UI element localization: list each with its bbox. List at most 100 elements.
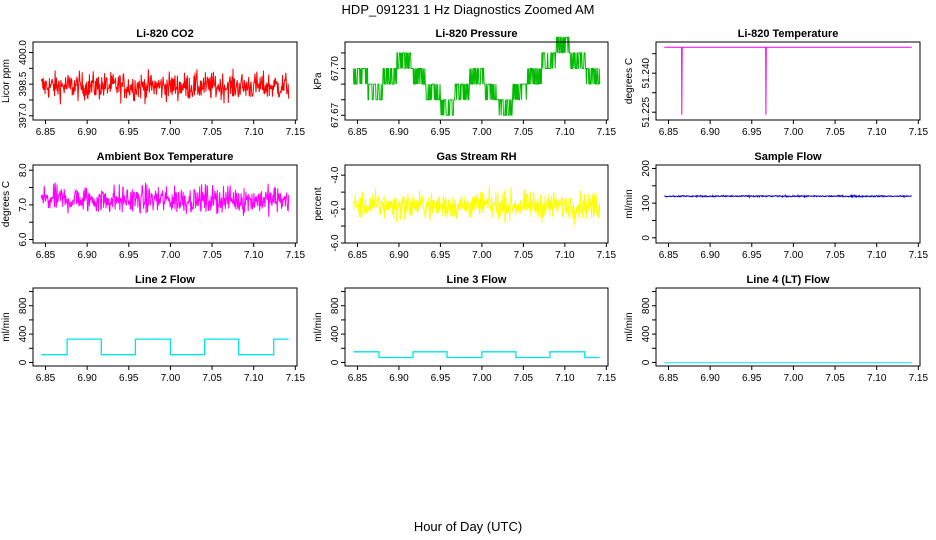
x-tick-label: 7.05: [514, 373, 534, 384]
x-tick-label: 6.85: [348, 373, 368, 384]
x-tick-label: 6.85: [36, 250, 56, 261]
x-tick-label: 7.10: [867, 250, 887, 261]
panel-8: Line 3 Flow ml/min 6.85 6.90 6.95 7.00 7.05 7.1…: [313, 274, 617, 384]
x-tick-label: 6.95: [119, 250, 139, 261]
x-tick-label: 7.15: [597, 127, 617, 138]
y-tick-label: 800: [18, 297, 29, 314]
y-axis-label: ml/min: [624, 189, 635, 218]
x-tick-label: 7.05: [825, 373, 845, 384]
x-tick-label: 6.95: [119, 127, 139, 138]
x-tick-label: 6.95: [742, 250, 762, 261]
y-tick-label: 400.0: [18, 40, 29, 65]
data-series-line: [41, 338, 289, 356]
x-tick-label: 7.00: [784, 250, 804, 261]
panel-3: Li-820 Temperature degrees C 6.85 6.90 6.95 7…: [624, 28, 929, 138]
x-tick-label: 7.10: [244, 250, 264, 261]
y-tick-label: 7.0: [18, 197, 29, 211]
panel-2: Li-820 Pressure kPa 6.85 6.90 6.95 7.00 7.05 7.…: [313, 28, 617, 138]
y-tick-label: 400: [330, 325, 341, 342]
plot-frame: [655, 287, 921, 367]
panel-title: Sample Flow: [754, 151, 822, 163]
x-tick-label: 6.95: [119, 373, 139, 384]
y-tick-label: 51.240: [641, 57, 652, 88]
y-tick-label: 398.5: [18, 71, 29, 96]
panel-title: Li-820 Temperature: [738, 28, 839, 40]
x-tick-label: 7.10: [244, 127, 264, 138]
x-tick-label: 7.10: [867, 373, 887, 384]
x-tick-label: 6.85: [348, 127, 368, 138]
x-tick-label: 7.15: [909, 373, 929, 384]
x-tick-label: 7.05: [514, 127, 534, 138]
y-tick-label: 0: [330, 359, 341, 365]
x-tick-label: 7.00: [472, 373, 492, 384]
y-tick-label: 67.67: [330, 102, 341, 127]
x-tick-label: 6.85: [659, 250, 679, 261]
x-tick-label: 6.85: [36, 127, 56, 138]
x-tick-label: 6.90: [77, 250, 97, 261]
x-tick-label: 7.05: [514, 250, 534, 261]
x-tick-label: 6.90: [389, 250, 409, 261]
y-axis-label: ml/min: [1, 312, 12, 341]
x-tick-label: 7.15: [909, 250, 929, 261]
data-series-line: [352, 36, 601, 116]
plot-frame: [32, 41, 298, 121]
y-tick-label: 67.70: [330, 56, 341, 81]
plot-frame: [32, 164, 298, 244]
x-tick-label: 6.90: [389, 373, 409, 384]
x-tick-label: 7.10: [555, 250, 575, 261]
x-tick-label: 6.95: [742, 127, 762, 138]
x-tick-label: 7.00: [472, 250, 492, 261]
y-tick-label: -5.0: [330, 200, 341, 218]
panel-5: Gas Stream RH percent 6.85 6.90 6.95 7.00 7.05…: [313, 151, 617, 261]
y-tick-label: 800: [641, 297, 652, 314]
y-tick-label: 800: [330, 297, 341, 314]
x-tick-label: 7.15: [597, 373, 617, 384]
x-tick-label: 6.90: [77, 373, 97, 384]
x-tick-label: 7.05: [202, 373, 222, 384]
panel-title: Line 2 Flow: [135, 274, 195, 286]
y-axis-label: ml/min: [313, 312, 324, 341]
panel-title: Li-820 Pressure: [436, 28, 518, 40]
panel-1: Li-820 CO2 Licor ppm 6.85 6.90 6.95 7.00 7.05 7…: [1, 28, 306, 138]
x-tick-label: 7.00: [161, 127, 181, 138]
panel-title: Line 4 (LT) Flow: [747, 274, 830, 286]
x-tick-label: 7.05: [825, 127, 845, 138]
data-series-line: [664, 46, 912, 115]
x-tick-label: 7.15: [286, 127, 306, 138]
y-axis-label: kPa: [313, 72, 324, 90]
x-tick-label: 7.00: [161, 373, 181, 384]
plot-frame: [344, 164, 609, 244]
x-tick-label: 7.15: [286, 373, 306, 384]
y-axis-label: ml/min: [624, 312, 635, 341]
panel-4: Ambient Box Temperature degrees C 6.85 6.90…: [1, 151, 306, 261]
x-tick-label: 6.85: [36, 373, 56, 384]
x-tick-label: 6.90: [700, 250, 720, 261]
x-tick-label: 7.10: [555, 373, 575, 384]
panel-7: Line 2 Flow ml/min 6.85 6.90 6.95 7.00 7.05 7.1…: [1, 274, 306, 384]
panel-title: Gas Stream RH: [436, 151, 516, 163]
x-tick-label: 6.85: [659, 373, 679, 384]
plot-frame: [655, 41, 921, 121]
y-axis-label: degrees C: [1, 181, 12, 227]
x-tick-label: 6.95: [742, 373, 762, 384]
y-axis-label: Licor ppm: [1, 59, 12, 103]
plot-frame: [344, 41, 609, 121]
data-series-line: [40, 68, 290, 105]
x-tick-label: 7.15: [909, 127, 929, 138]
data-series-line: [664, 193, 912, 199]
y-tick-label: -4.0: [330, 166, 341, 184]
y-tick-label: 8.0: [18, 163, 29, 177]
y-tick-label: -6.0: [330, 234, 341, 252]
x-tick-label: 7.05: [202, 127, 222, 138]
data-series-line: [40, 182, 290, 217]
x-tick-label: 7.10: [867, 127, 887, 138]
x-tick-label: 7.10: [244, 373, 264, 384]
x-tick-label: 6.90: [700, 373, 720, 384]
x-tick-label: 6.90: [389, 127, 409, 138]
plot-frame: [655, 164, 921, 244]
x-tick-label: 7.00: [161, 250, 181, 261]
x-tick-label: 6.95: [431, 127, 451, 138]
panel-title: Ambient Box Temperature: [97, 151, 234, 163]
